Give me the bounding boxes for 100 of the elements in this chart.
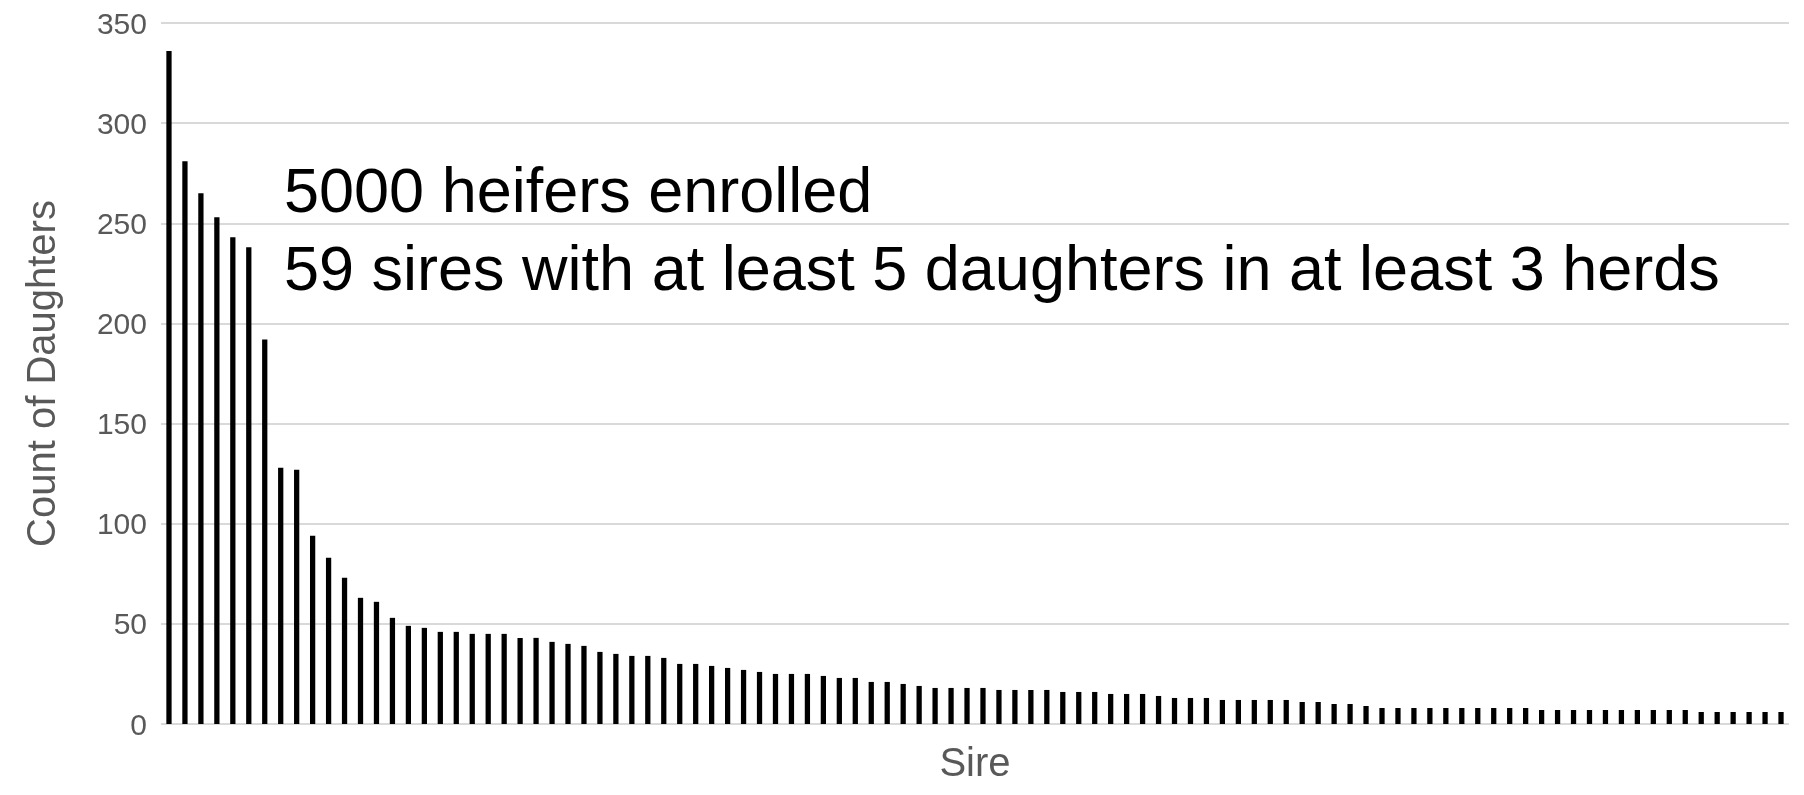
bar <box>645 655 651 724</box>
bar <box>1778 711 1784 724</box>
bar <box>661 657 667 724</box>
bar <box>1475 707 1481 724</box>
bar <box>597 651 603 724</box>
bar <box>1076 691 1082 724</box>
bar <box>1060 691 1066 724</box>
bar <box>1044 689 1050 724</box>
y-tick-label: 0 <box>130 707 147 741</box>
bar <box>581 645 587 724</box>
y-tick-label: 250 <box>96 206 147 240</box>
bar <box>1554 709 1561 724</box>
bar <box>1331 703 1337 724</box>
bar <box>1682 709 1688 724</box>
bar <box>565 643 571 724</box>
bar <box>294 469 300 724</box>
bar <box>1714 711 1720 724</box>
bar <box>389 617 396 724</box>
y-tick-label: 100 <box>96 507 147 541</box>
bar <box>1315 701 1321 724</box>
bar <box>1395 707 1401 724</box>
bar <box>1283 699 1289 724</box>
bar <box>1523 707 1529 724</box>
bar <box>437 631 443 724</box>
bar <box>852 677 858 724</box>
bar <box>357 597 364 724</box>
bar <box>1299 701 1305 724</box>
bar <box>1411 707 1417 724</box>
bar <box>1379 707 1385 724</box>
bar <box>182 161 188 724</box>
bar <box>246 247 252 724</box>
bar <box>1650 709 1656 724</box>
bar <box>724 667 731 724</box>
bar <box>485 633 491 724</box>
annotation: 5000 heifers enrolled <box>284 154 873 225</box>
bar <box>740 669 747 724</box>
y-tick-label: 150 <box>96 407 147 441</box>
y-tick-label: 350 <box>96 6 147 40</box>
bar <box>1155 695 1162 724</box>
bar <box>613 653 619 724</box>
bar <box>932 687 938 724</box>
bar <box>1171 697 1178 724</box>
bar <box>1443 707 1449 724</box>
bar <box>1267 699 1273 724</box>
bar <box>453 631 459 724</box>
bar <box>1219 699 1226 724</box>
bar <box>1634 709 1641 724</box>
bar <box>1123 693 1130 724</box>
bar <box>1235 699 1241 724</box>
bar <box>1698 711 1704 724</box>
bar <box>1746 711 1752 724</box>
y-axis-title: Count of Daughters <box>19 200 63 547</box>
bar <box>964 687 970 724</box>
bar <box>214 217 220 724</box>
bar <box>373 601 380 724</box>
bar <box>756 671 763 724</box>
bar <box>1108 693 1114 724</box>
x-axis-title: Sire <box>939 740 1011 784</box>
bar <box>788 673 795 724</box>
bar <box>1363 705 1369 724</box>
bar <box>884 681 890 724</box>
bar <box>677 663 683 724</box>
bar <box>1251 699 1257 724</box>
bar <box>405 625 412 724</box>
bar <box>916 685 922 724</box>
bar <box>517 637 523 724</box>
bar <box>629 655 635 724</box>
annotation: 59 sires with at least 5 daughters in at least 3 herds <box>284 232 1720 303</box>
bar <box>278 467 284 724</box>
bar <box>1618 709 1625 724</box>
bar <box>948 687 954 724</box>
bar <box>996 689 1002 724</box>
bar <box>1187 697 1194 724</box>
y-tick-label: 50 <box>113 607 147 641</box>
bar <box>325 557 332 724</box>
bar <box>1139 693 1146 724</box>
bar <box>693 663 699 724</box>
y-tick-label: 300 <box>96 106 147 140</box>
bar <box>262 339 268 724</box>
bar <box>166 51 172 724</box>
bar <box>709 665 715 724</box>
y-tick-label: 200 <box>96 306 147 340</box>
bar <box>341 577 348 724</box>
bar <box>501 633 507 724</box>
bar <box>1762 711 1768 724</box>
bar <box>1570 709 1577 724</box>
bar <box>1507 707 1513 724</box>
bar <box>198 193 204 724</box>
bar <box>1028 689 1034 724</box>
bar <box>1427 707 1433 724</box>
bar <box>1602 709 1609 724</box>
bar <box>1586 709 1593 724</box>
bar <box>980 687 986 724</box>
bar <box>1012 689 1018 724</box>
bar <box>1092 691 1098 724</box>
bar <box>1459 707 1465 724</box>
bar <box>820 675 827 724</box>
bar <box>469 633 475 724</box>
bar <box>868 681 874 724</box>
bar <box>1730 711 1736 724</box>
